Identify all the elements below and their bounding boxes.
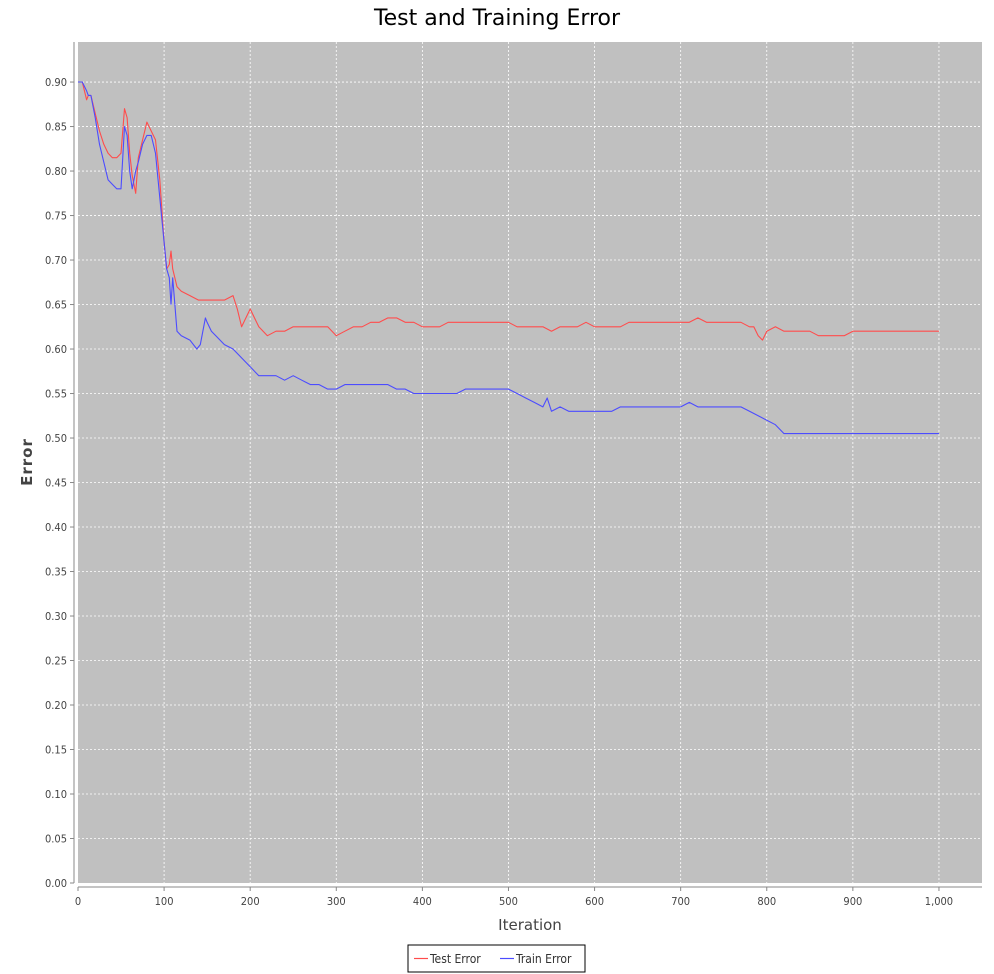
y-tick-label: 0.40 xyxy=(45,521,67,534)
y-tick-label: 0.20 xyxy=(45,699,67,712)
x-tick-label: 0 xyxy=(75,895,81,908)
x-tick-label: 600 xyxy=(585,895,604,908)
y-tick-label: 0.75 xyxy=(45,210,67,223)
x-tick-label: 1,000 xyxy=(925,895,953,908)
y-tick-label: 0.70 xyxy=(45,254,67,267)
x-tick-label: 800 xyxy=(757,895,776,908)
y-axis-title: Error xyxy=(18,438,36,486)
legend-box xyxy=(407,944,586,973)
plot-area xyxy=(78,42,982,883)
y-axis-ticks: 0.00 0.05 0.10 0.15 0.20 0.25 0.30 0.35 0.40 0.45… xyxy=(45,76,74,890)
x-tick-label: 700 xyxy=(671,895,690,908)
series-line-test-error xyxy=(78,81,939,341)
x-tick-label: 500 xyxy=(499,895,518,908)
y-tick-label: 0.55 xyxy=(45,388,67,401)
x-axis-ticks: 0 100 200 300 400 500 600 700 800 900 1,000 xyxy=(75,887,953,908)
y-tick-label: 0.90 xyxy=(45,76,67,89)
y-tick-label: 0.30 xyxy=(45,610,67,623)
x-tick-label: 300 xyxy=(327,895,346,908)
legend: Test Error Train Error xyxy=(407,944,586,973)
x-tick-label: 200 xyxy=(241,895,260,908)
x-axis-title: Iteration xyxy=(498,916,562,934)
y-tick-label: 0.35 xyxy=(45,566,67,579)
y-tick-label: 0.10 xyxy=(45,788,67,801)
y-tick-label: 0.45 xyxy=(45,477,67,490)
y-tick-label: 0.60 xyxy=(45,343,67,356)
chart-title: Test and Training Error xyxy=(373,6,621,31)
series-lines xyxy=(78,81,939,435)
y-tick-label: 0.50 xyxy=(45,432,67,445)
y-tick-label: 0.05 xyxy=(45,833,67,846)
series-line-train-error xyxy=(78,81,939,435)
y-tick-label: 0.80 xyxy=(45,165,67,178)
x-tick-label: 100 xyxy=(155,895,174,908)
y-tick-label: 0.15 xyxy=(45,744,67,757)
legend-label-train: Train Error xyxy=(515,952,572,966)
y-tick-label: 0.65 xyxy=(45,299,67,312)
y-tick-label: 0.25 xyxy=(45,655,67,668)
grid-lines xyxy=(78,42,982,883)
legend-label-test: Test Error xyxy=(429,952,481,966)
y-tick-label: 0.85 xyxy=(45,121,67,134)
x-tick-label: 900 xyxy=(843,895,862,908)
x-tick-label: 400 xyxy=(413,895,432,908)
y-tick-label: 0.00 xyxy=(45,877,67,890)
